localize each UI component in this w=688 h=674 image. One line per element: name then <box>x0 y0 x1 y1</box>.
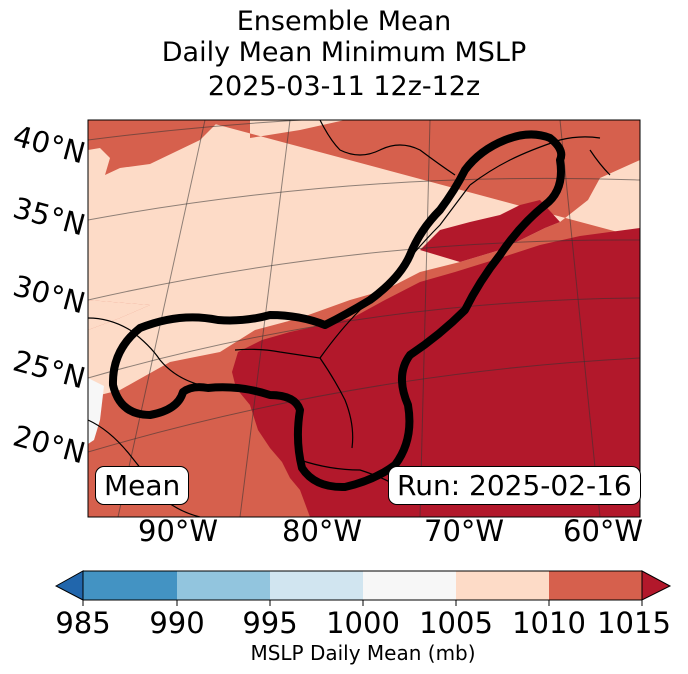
colorbar-bin-990-995 <box>177 571 270 600</box>
colorbar-tick-1005: 1005 <box>419 606 493 640</box>
colorbar-tick-985: 985 <box>55 606 111 640</box>
colorbar-tick-1010: 1010 <box>512 606 586 640</box>
run-date-box: Run: 2025-02-16 <box>388 466 641 505</box>
colorbar-bin-1000-1005 <box>363 571 456 600</box>
colorbar-tick-990: 990 <box>149 606 205 640</box>
lon-label-90w: 90°W <box>138 514 219 548</box>
colorbar-tick-1015: 1015 <box>597 606 671 640</box>
colorbar-extend-low <box>54 570 84 601</box>
contour-line <box>108 130 566 492</box>
colorbar-tick-995: 995 <box>242 606 298 640</box>
colorbar-bin-995-1000 <box>270 571 363 600</box>
map-frame <box>87 119 641 518</box>
title-line-3: 2025-03-11 12z-12z <box>207 71 481 102</box>
lon-label-80w: 80°W <box>282 514 363 548</box>
colorbar-bin-985-990 <box>83 571 177 600</box>
colorbar-bin-1005-1010 <box>456 571 549 600</box>
title-line-1: Ensemble Mean <box>236 6 452 37</box>
lon-label-60w: 60°W <box>563 514 644 548</box>
colorbar-tick-1000: 1000 <box>326 606 400 640</box>
lon-label-70w: 70°W <box>424 514 505 548</box>
colorbar-bin-1010-1015 <box>549 571 642 600</box>
pressure-region-dark <box>232 228 640 517</box>
colorbar-extend-high <box>641 570 672 601</box>
mean-label-box: Mean <box>95 466 190 505</box>
colorbar-label: MSLP Daily Mean (mb) <box>250 641 476 665</box>
colorbar <box>54 570 672 606</box>
title-line-2: Daily Mean Minimum MSLP <box>161 37 527 68</box>
pressure-region-white <box>88 378 104 444</box>
